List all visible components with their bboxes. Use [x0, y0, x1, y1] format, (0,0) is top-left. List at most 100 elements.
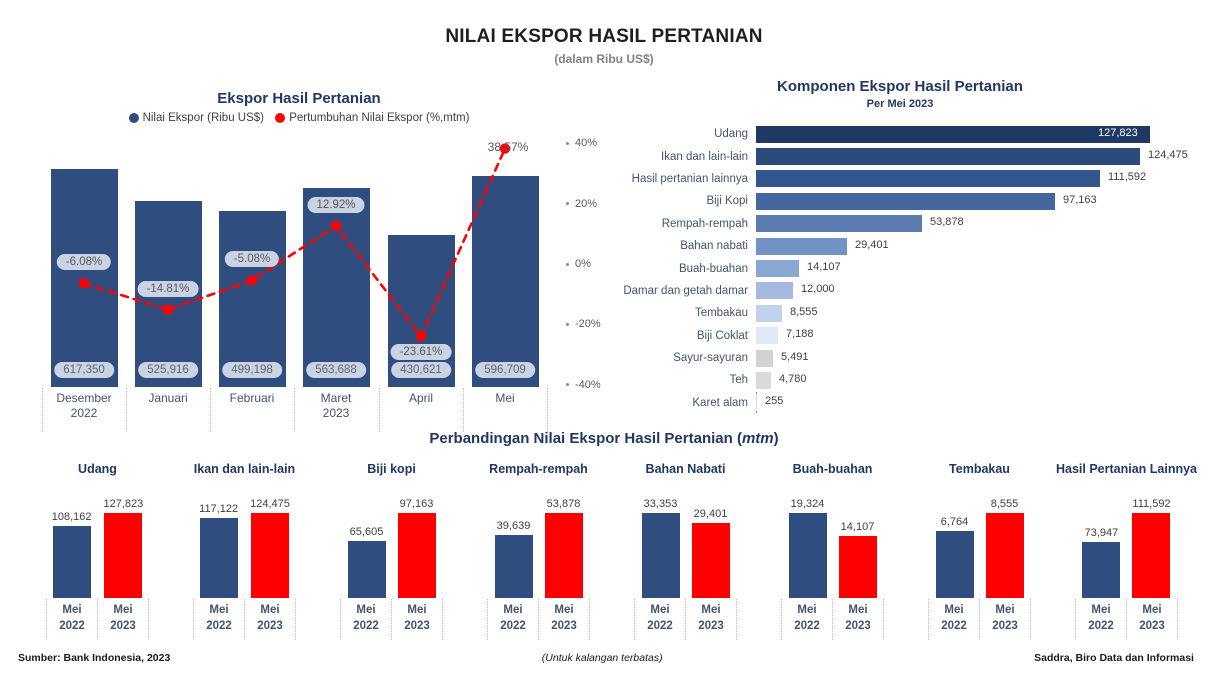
mini-chart-title: Buah-buahan	[792, 462, 873, 476]
x-axis-label-line: Desember	[56, 391, 112, 405]
mini-x-label-line: 2022	[353, 620, 379, 633]
mini-value-label: 39,639	[496, 520, 531, 532]
secondary-axis-tick: -40%	[566, 379, 601, 391]
komponen-bar-area: 8,555	[756, 304, 1202, 322]
mini-chart-plot: 117,122 124,475	[173, 488, 316, 598]
footer-author: Saddra, Biro Data dan Informasi	[1034, 652, 1194, 664]
komponen-row: Teh 4,780	[598, 369, 1202, 391]
komponen-row: Tembakau 8,555	[598, 302, 1202, 324]
category-separator	[463, 388, 464, 432]
mini-bar-group: 29,401	[691, 508, 730, 598]
mini-bar-group: 117,122	[199, 503, 238, 598]
mini-chart-plot: 19,324 14,107	[761, 488, 904, 598]
komponen-category-label: Biji Coklat	[696, 329, 748, 342]
pertumbuhan-label: 12.92%	[307, 196, 365, 213]
mini-x-label: Mei 2023	[392, 599, 443, 641]
mini-bar-mei-2022	[52, 526, 91, 598]
category-separator	[42, 388, 43, 432]
perbandingan-charts: Udang 108,162 127,823 Mei 2022 Mei 2023 Ikan da…	[26, 462, 1198, 641]
nilai-ekspor-value-label: 563,688	[306, 362, 366, 378]
mini-x-label-line: 2023	[110, 620, 136, 633]
mini-chart-title: Hasil Pertanian Lainnya	[1055, 462, 1198, 476]
mini-value-label: 19,324	[790, 498, 825, 510]
komponen-value-label: 14,107	[807, 261, 841, 274]
mini-chart: Hasil Pertanian Lainnya 73,947 111,592 Mei 2…	[1055, 462, 1198, 641]
mini-bar-mei-2023	[104, 513, 143, 598]
mini-x-label-line: Mei	[209, 604, 229, 616]
footer-source: Sumber: Bank Indonesia, 2023	[18, 652, 171, 664]
komponen-bar	[756, 304, 782, 322]
pertumbuhan-label: -14.81%	[137, 280, 199, 297]
mini-x-label-line: Mei	[356, 604, 376, 616]
mini-chart: Buah-buahan 19,324 14,107 Mei 2022 Mei 2023	[761, 462, 904, 641]
komponen-bar	[756, 260, 799, 278]
komponen-value-label: 29,401	[855, 238, 889, 251]
mini-value-label: 6,764	[940, 516, 969, 528]
secondary-axis-tick: 20%	[566, 198, 597, 210]
mini-x-label-line: 2022	[941, 620, 967, 633]
mini-x-label-line: 2023	[992, 620, 1018, 633]
mini-value-label: 8,555	[990, 498, 1019, 510]
legend-dot	[128, 113, 139, 123]
ekspor-trend-title: Ekspor Hasil Pertanian	[217, 90, 381, 107]
mini-bar-group: 6,764	[935, 516, 974, 598]
mini-x-label: Mei 2022	[340, 599, 392, 641]
mini-x-label: Mei 2022	[781, 599, 833, 641]
tick-label: -40%	[575, 378, 601, 391]
mini-chart-plot: 65,605 97,163	[320, 488, 463, 598]
mini-x-label: Mei 2022	[928, 599, 980, 641]
mini-x-label-line: 2022	[1088, 620, 1114, 633]
mini-x-label: Mei 2022	[487, 599, 539, 641]
mini-chart-plot: 33,353 29,401	[614, 488, 757, 598]
mini-x-label-line: Mei	[995, 604, 1015, 616]
mini-bar-group: 8,555	[985, 498, 1024, 598]
komponen-value-label: 12,000	[801, 283, 835, 296]
mini-x-label-line: Mei	[944, 604, 964, 616]
mini-value-label: 53,878	[546, 498, 581, 510]
komponen-category-label: Rempah-rempah	[661, 217, 748, 230]
komponen-row: Ikan dan lain-lain 124,475	[598, 145, 1202, 167]
komponen-bar	[756, 349, 773, 367]
mini-chart: Tembakau 6,764 8,555 Mei 2022 Mei 2023	[908, 462, 1051, 641]
mini-chart-title: Bahan Nabati	[645, 462, 726, 476]
komponen-category-label: Bahan nabati	[680, 240, 748, 253]
mini-x-label-line: Mei	[503, 604, 523, 616]
komponen-value-label: 124,475	[1148, 149, 1188, 162]
komponen-rows: Udang 127,823 Ikan dan lain-lain 124,475 Has…	[598, 123, 1202, 414]
pertumbuhan-label: -6.08%	[56, 254, 112, 271]
mini-x-label-line: Mei	[62, 604, 82, 616]
komponen-bar-area: 127,823	[756, 125, 1202, 143]
pertumbuhan-label: -5.08%	[224, 251, 280, 268]
mini-bar-mei-2023	[250, 513, 289, 598]
secondary-axis-tick: -20%	[566, 318, 601, 330]
komponen-bar-area: 12,000	[756, 282, 1202, 300]
perbandingan-title-close: )	[773, 430, 779, 447]
tick-label: 20%	[575, 197, 598, 210]
mini-bar-group: 127,823	[104, 498, 143, 598]
tick-dot	[566, 322, 569, 326]
ekspor-trend-chart: Ekspor Hasil Pertanian Nilai Ekspor (Rib…	[18, 84, 648, 436]
komponen-row: Bahan nabati 29,401	[598, 235, 1202, 257]
mini-bar-mei-2023	[397, 513, 436, 598]
nilai-ekspor-value-label: 525,916	[138, 362, 198, 378]
legend-item-pertumbuhan: Pertumbuhan Nilai Ekspor (%,mtm)	[275, 112, 469, 124]
ekspor-trend-legend: Nilai Ekspor (Ribu US$) Pertumbuhan Nila…	[18, 112, 580, 126]
mini-bar-group: 111,592	[1132, 498, 1171, 598]
mini-value-label: 108,162	[51, 511, 92, 523]
mini-x-label-line: 2023	[1139, 620, 1165, 633]
pertumbuhan-point	[415, 331, 427, 342]
tick-label: -20%	[575, 318, 601, 331]
x-axis-label: Januari	[122, 391, 214, 406]
page-subtitle: (dalam Ribu US$)	[554, 52, 654, 66]
komponen-bar	[756, 327, 778, 345]
mini-chart-title: Udang	[78, 462, 117, 476]
mini-x-axis: Mei 2022 Mei 2023	[761, 599, 904, 641]
komponen-value-label: 111,592	[1108, 171, 1147, 184]
mini-chart: Bahan Nabati 33,353 29,401 Mei 2022 Mei 2023	[614, 462, 757, 641]
category-separator	[210, 388, 211, 432]
mini-bar-group: 14,107	[838, 521, 877, 598]
tick-label: 0%	[575, 258, 591, 270]
komponen-row: Udang 127,823	[598, 123, 1202, 145]
mini-x-label: Mei 2023	[1127, 599, 1178, 641]
